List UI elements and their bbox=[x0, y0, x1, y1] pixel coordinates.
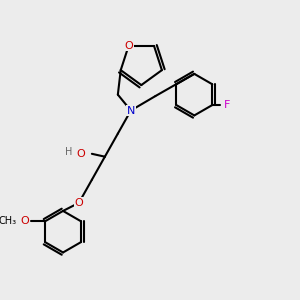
Text: O: O bbox=[20, 216, 29, 226]
Text: O: O bbox=[76, 149, 85, 159]
Text: H: H bbox=[65, 147, 73, 158]
Text: O: O bbox=[124, 41, 133, 51]
Text: N: N bbox=[127, 106, 135, 116]
Text: CH₃: CH₃ bbox=[0, 216, 16, 226]
Text: O: O bbox=[74, 198, 83, 208]
Text: F: F bbox=[224, 100, 230, 110]
